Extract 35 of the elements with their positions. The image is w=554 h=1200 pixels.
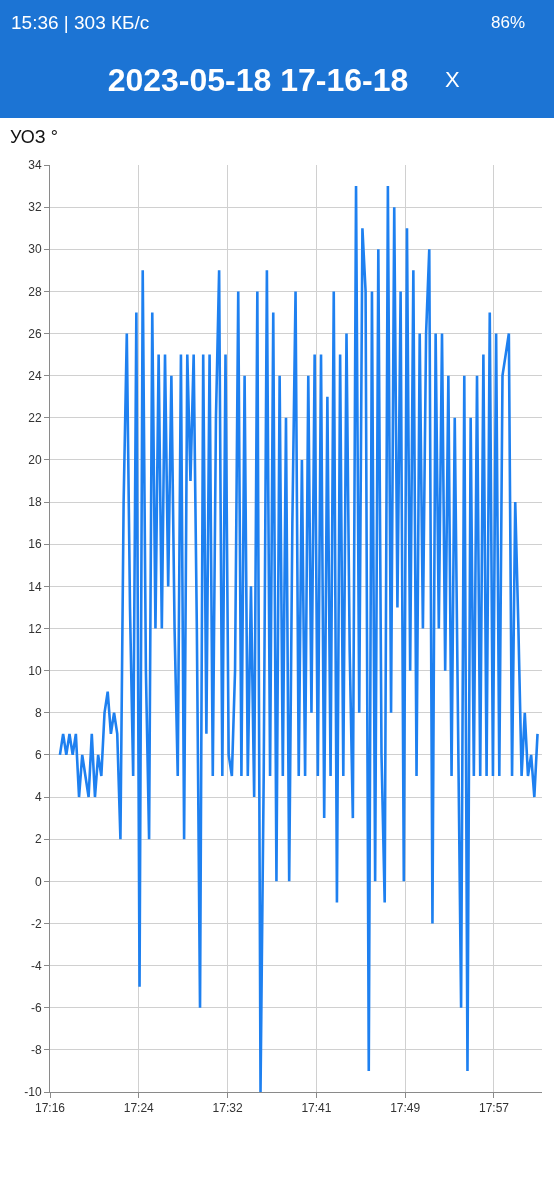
y-tick-label: -8 (30, 1043, 42, 1058)
y-tick-label: 0 (34, 874, 42, 889)
text: 15:36 | 303 КБ/с (11, 12, 150, 33)
line-series (58, 184, 539, 1092)
x-tick-label: 17:57 (478, 1101, 510, 1116)
y-tick-label: 20 (28, 453, 42, 468)
y-tick-label: 34 (28, 158, 42, 173)
y-tick-label: 10 (28, 663, 42, 678)
chart-title: 2023-05-18 17-16-18 (107, 62, 409, 99)
y-tick-label: 18 (28, 495, 42, 510)
text: 86% (491, 13, 526, 32)
text: X (445, 67, 460, 92)
y-tick-label: 8 (34, 705, 42, 720)
y-tick-label: 2 (34, 832, 42, 847)
x-tick-label: 17:41 (301, 1101, 332, 1116)
y-tick-label: 16 (28, 537, 42, 552)
y-tick-label: -10 (24, 1085, 42, 1100)
y-tick-label: 26 (28, 326, 42, 341)
y-tick-label: -4 (30, 958, 42, 973)
y-tick-label: 28 (28, 284, 42, 299)
y-tick-label: 32 (28, 200, 42, 215)
y-tick-label: 30 (28, 242, 42, 257)
y-tick-label: 22 (28, 411, 42, 426)
y-tick-label: 14 (28, 579, 42, 594)
x-tick-label: 17:49 (390, 1101, 421, 1116)
y-tick-label: 4 (34, 790, 42, 805)
y-tick-label: 6 (34, 748, 42, 763)
x-tick-label: 17:32 (212, 1101, 243, 1116)
y-tick-label: -6 (30, 1000, 42, 1015)
y-tick-label: 24 (28, 368, 42, 383)
y-axis-title: УОЗ ° (10, 127, 58, 147)
y-tick-label: 12 (28, 621, 42, 636)
x-tick-label: 17:16 (34, 1101, 66, 1116)
y-tick-label: -2 (30, 916, 42, 931)
x-tick-label: 17:24 (123, 1101, 155, 1116)
